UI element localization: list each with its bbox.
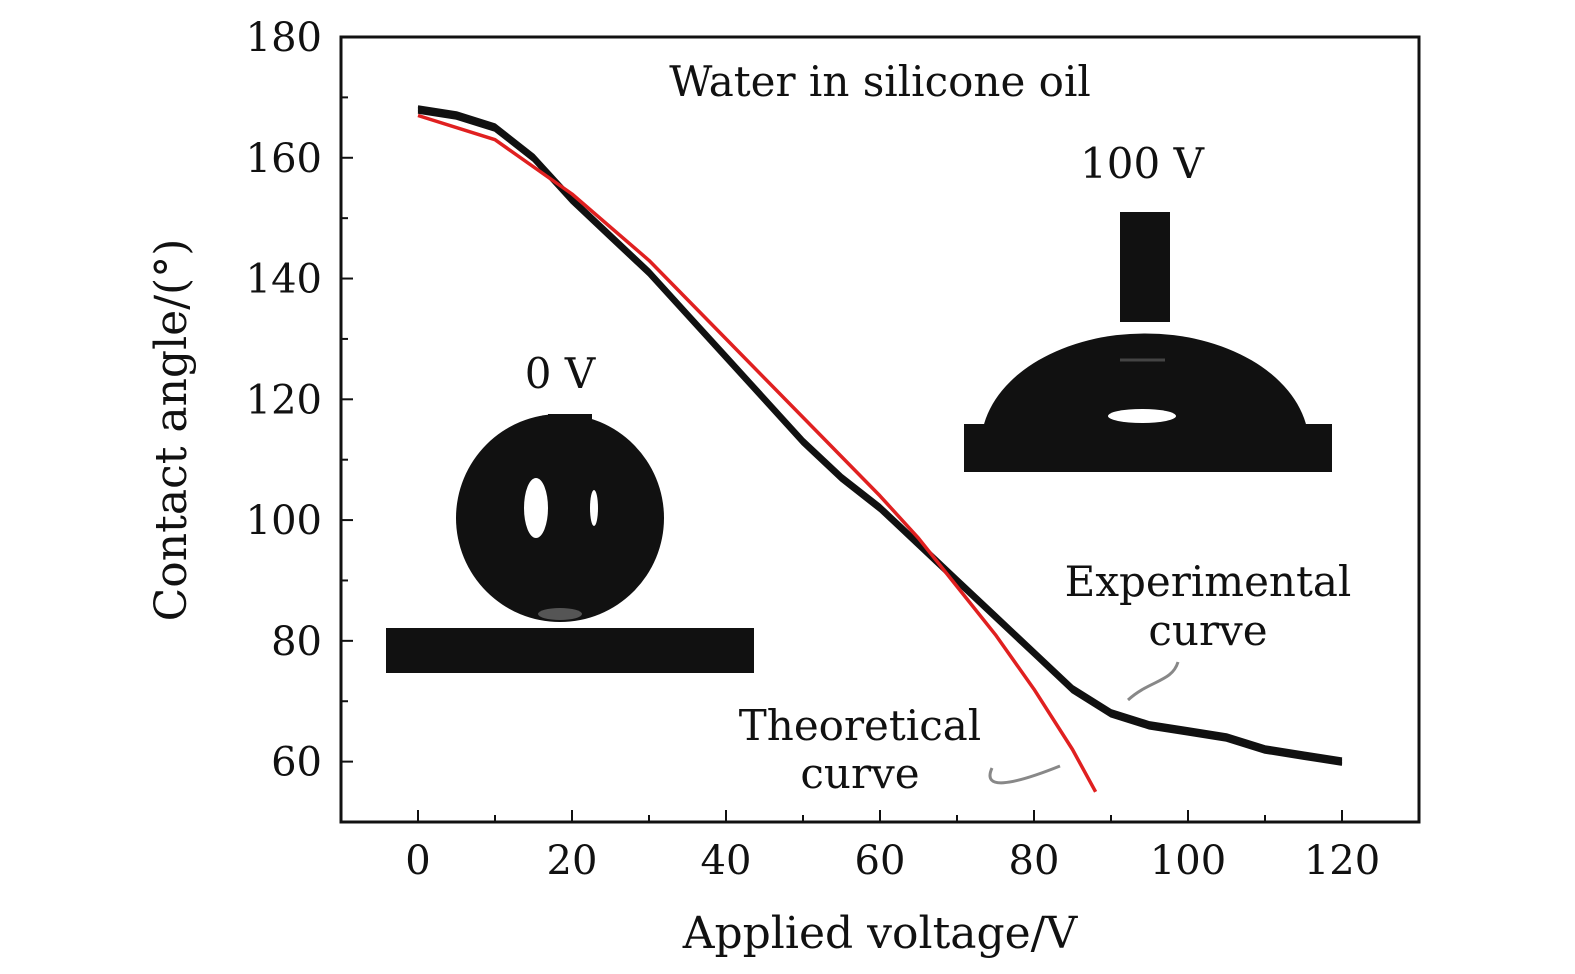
x-axis-ticks: 0 20 40 60 80 100 120 [340,810,1420,884]
y-tick-label: 100 [246,498,322,544]
needle-0v [548,414,592,426]
series-theoretical-line [417,113,1098,793]
experimental-leader-line [1126,661,1180,702]
droplet-0v [456,414,664,622]
experimental-label-line2: curve [1148,606,1267,655]
x-tick-label: 40 [701,838,752,884]
droplet-0v-highlight-2 [590,490,598,526]
y-tick-label: 140 [246,257,322,303]
droplet-100v [983,333,1307,428]
substrate-0v [386,628,754,673]
theoretical-leader-line [988,764,1061,785]
theoretical-label-line1: Theoretical [739,701,981,750]
experimental-annotation: Experimental curve [1065,557,1352,702]
y-tick-label: 120 [246,377,322,423]
x-tick-label: 80 [1009,838,1060,884]
x-tick-label: 120 [1304,838,1380,884]
x-tick-label: 100 [1150,838,1226,884]
droplet-0v-highlight [524,478,548,538]
droplet-100v-highlight [1108,409,1176,423]
x-tick-label: 60 [855,838,906,884]
x-axis-label: Applied voltage/V [682,908,1079,959]
y-tick-label: 160 [246,136,322,182]
droplet-0v-inset: 0 V [386,349,754,673]
droplet-100v-inset: 100 V [964,139,1332,472]
y-tick-label: 60 [271,740,322,786]
x-tick-label: 0 [405,838,430,884]
theoretical-label-line2: curve [800,749,919,798]
substrate-100v [964,424,1332,472]
droplet-0v-contact [538,608,582,620]
series-experimental-trace [417,111,1343,766]
y-tick-label: 180 [246,15,322,61]
inset-0v-label: 0 V [525,349,596,398]
chart-title: Water in silicone oil [669,57,1091,106]
experimental-label-line1: Experimental [1065,557,1352,606]
y-axis-ticks: 60 80 100 120 140 160 180 [246,15,353,823]
theoretical-annotation: Theoretical curve [739,701,1061,798]
needle-100v [1120,212,1170,322]
series-layer [417,105,1343,793]
inset-100v-label: 100 V [1080,139,1205,188]
y-axis-label: Contact angle/(°) [146,239,197,622]
x-tick-label: 20 [547,838,598,884]
y-tick-label: 80 [271,619,322,665]
